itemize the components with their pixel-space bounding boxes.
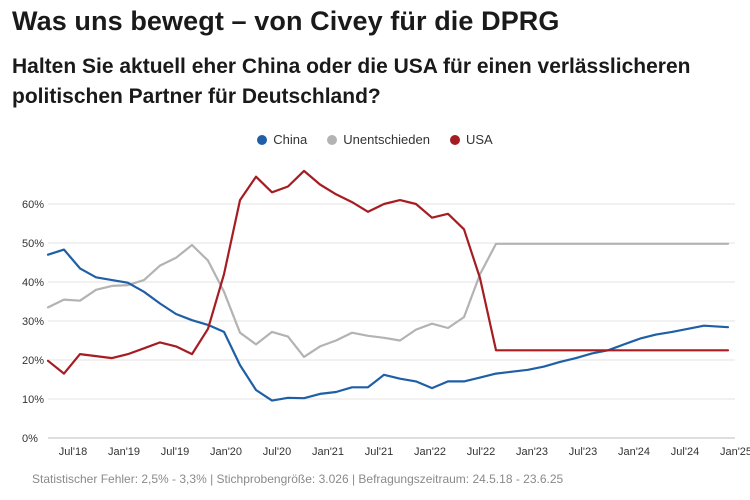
x-tick-label: Jan'25 (720, 446, 750, 458)
y-tick-label: 50% (22, 238, 44, 250)
y-tick-label: 40% (22, 277, 44, 289)
y-tick-label: 20% (22, 355, 44, 367)
x-tick-label: Jan'20 (210, 446, 242, 458)
x-tick-label: Jan'24 (618, 446, 650, 458)
x-tick-label: Jan'21 (312, 446, 344, 458)
legend-label-usa: USA (465, 132, 493, 147)
legend-swatch-china (257, 134, 268, 145)
y-tick-label: 10% (22, 394, 44, 406)
x-tick-label: Jan'23 (516, 446, 548, 458)
legend-item-china[interactable]: China (257, 132, 307, 147)
y-tick-label: 60% (22, 199, 44, 211)
x-tick-label: Jul'20 (263, 446, 291, 458)
x-tick-label: Jul'23 (569, 446, 597, 458)
x-tick-label: Jul'24 (671, 446, 699, 458)
x-tick-label: Jan'22 (414, 446, 446, 458)
series-line-china[interactable] (46, 248, 730, 402)
legend-swatch-unentschieden (327, 134, 338, 145)
x-tick-label: Jan'19 (108, 446, 140, 458)
chart-legend: China Unentschieden USA (0, 132, 750, 147)
legend-item-unentschieden[interactable]: Unentschieden (327, 132, 430, 147)
legend-item-usa[interactable]: USA (449, 132, 493, 147)
x-tick-label: Jul'18 (59, 446, 87, 458)
legend-label-unentschieden: Unentschieden (343, 132, 430, 147)
chart-subtitle: Halten Sie aktuell eher China oder die U… (12, 55, 691, 108)
legend-swatch-usa (449, 134, 460, 145)
y-tick-label: 30% (22, 316, 44, 328)
series-line-unentschieden[interactable] (46, 242, 730, 358)
y-tick-label: 0% (22, 433, 38, 445)
line-chart: 0% 10% 20% 30% 40% 50% 60% Jul'18 Jan'19 Jul'19 Ja… (22, 169, 750, 458)
x-tick-label: Jul'22 (467, 446, 495, 458)
x-tick-label: Jul'19 (161, 446, 189, 458)
chart-title: Was uns bewegt – von Civey für die DPRG (12, 6, 560, 36)
legend-label-china: China (273, 132, 308, 147)
series-line-usa[interactable] (46, 169, 730, 375)
chart-footer: Statistischer Fehler: 2,5% - 3,3% | Stic… (32, 472, 564, 486)
x-tick-label: Jul'21 (365, 446, 393, 458)
